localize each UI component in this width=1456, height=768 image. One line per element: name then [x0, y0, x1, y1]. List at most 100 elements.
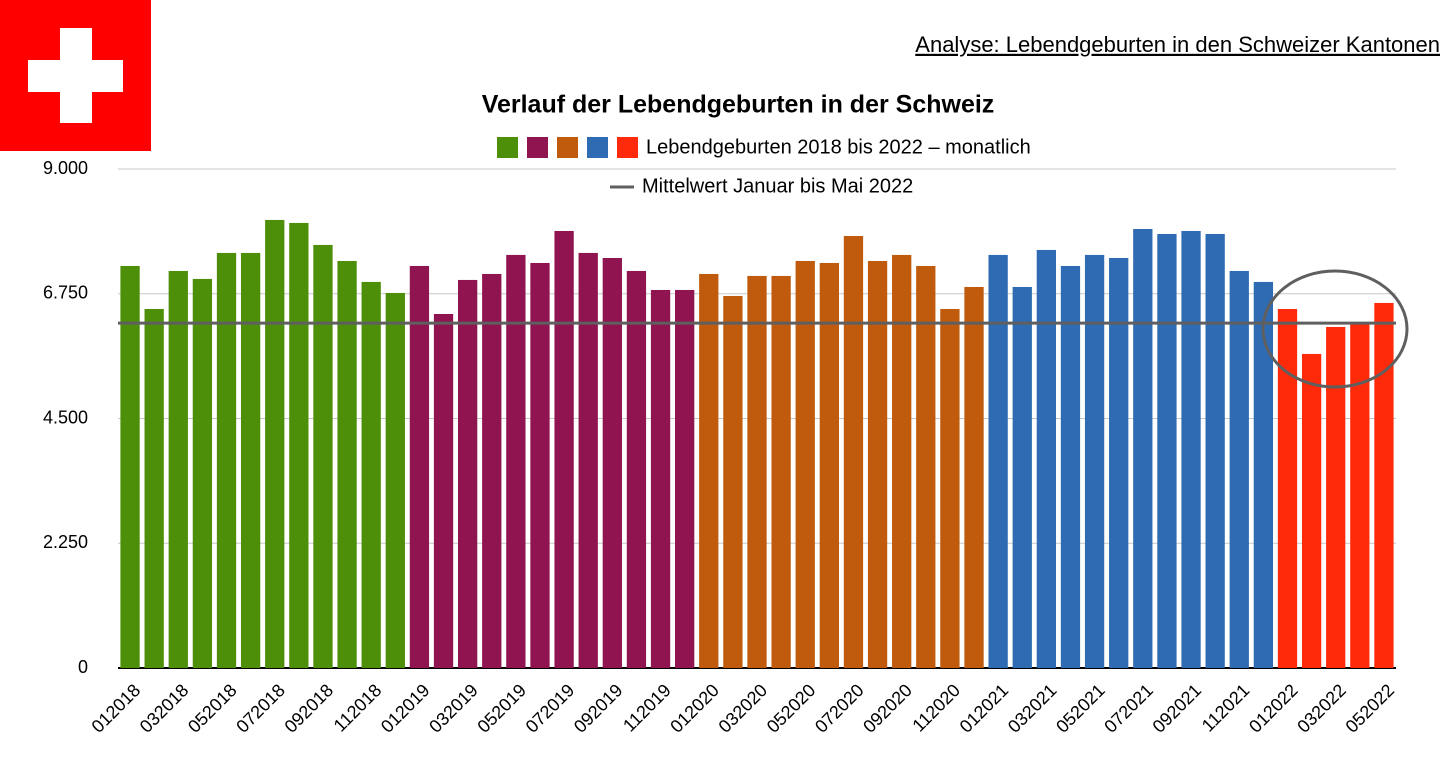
bar — [626, 270, 647, 668]
bar — [1036, 249, 1057, 668]
bar — [1084, 254, 1105, 668]
bar — [192, 278, 213, 668]
x-tick-label: 072021 — [1100, 680, 1157, 737]
x-tick-label: 112021 — [1198, 680, 1254, 736]
bar — [506, 254, 526, 668]
x-tick-label: 032019 — [425, 680, 482, 737]
bar — [1181, 230, 1201, 669]
x-tick-label: 052020 — [763, 680, 820, 737]
bar — [1253, 281, 1274, 668]
bar — [120, 265, 140, 668]
bar — [964, 286, 984, 668]
x-tick-label: 112020 — [908, 680, 964, 736]
x-tick-label: 112019 — [619, 680, 675, 736]
x-tick-label: 032021 — [1004, 680, 1061, 737]
bar — [361, 281, 381, 668]
x-axis: 0120180320180520180720180920181120180120… — [88, 680, 1399, 737]
bar — [1301, 353, 1322, 668]
x-tick-label: 072018 — [232, 680, 289, 737]
bar — [771, 275, 791, 668]
bar — [916, 265, 936, 668]
x-tick-label: 112018 — [330, 680, 386, 736]
header: Analyse: Lebendgeburten in den Schweizer… — [915, 32, 1440, 57]
x-tick-label: 012020 — [666, 680, 723, 737]
bar — [1205, 233, 1225, 668]
x-tick-label: 072019 — [522, 680, 579, 737]
bar — [723, 295, 743, 668]
x-tick-label: 012021 — [956, 680, 1013, 737]
y-tick-label: 9.000 — [43, 158, 88, 178]
legend-swatch — [527, 137, 548, 158]
bar — [240, 252, 261, 669]
x-tick-label: 012022 — [1245, 680, 1302, 737]
x-tick-label: 032018 — [136, 680, 193, 737]
bar — [602, 257, 622, 668]
legend-label: Mittelwert Januar bis Mai 2022 — [642, 175, 913, 197]
x-tick-label: 012018 — [88, 680, 145, 737]
bar — [675, 289, 695, 668]
bar — [1012, 286, 1032, 668]
x-tick-label: 092020 — [859, 680, 916, 737]
x-tick-label: 032020 — [715, 680, 772, 737]
bar — [1374, 302, 1394, 668]
bar — [482, 273, 502, 668]
bar — [457, 279, 478, 668]
bar — [554, 230, 574, 669]
bar — [892, 254, 912, 668]
chart-title: Verlauf der Lebendgeburten in der Schwei… — [482, 91, 995, 119]
bar — [940, 308, 960, 668]
bar — [337, 260, 357, 668]
bar — [1133, 228, 1153, 668]
x-tick-label: 092019 — [570, 680, 627, 737]
legend-label: Lebendgeburten 2018 bis 2022 – monatlich — [646, 136, 1031, 158]
bar — [819, 262, 839, 668]
bar — [289, 222, 309, 668]
y-tick-label: 2.250 — [43, 532, 88, 552]
bar — [385, 292, 405, 668]
bar — [578, 252, 598, 669]
x-tick-label: 052019 — [473, 680, 530, 737]
bar — [1277, 308, 1298, 668]
bar — [1109, 257, 1129, 668]
bar — [530, 262, 550, 668]
bar — [313, 244, 333, 668]
legend-swatch — [557, 137, 578, 158]
bar — [144, 308, 164, 668]
y-tick-label: 4.500 — [43, 407, 88, 427]
bar — [265, 219, 285, 669]
legend: Lebendgeburten 2018 bis 2022 – monatlich… — [497, 136, 1031, 197]
y-tick-label: 6.750 — [43, 283, 88, 303]
x-tick-label: 032022 — [1293, 680, 1350, 737]
x-tick-label: 092018 — [281, 680, 338, 737]
flag-cross — [28, 60, 123, 92]
x-tick-label: 012019 — [377, 680, 434, 737]
bar — [1157, 233, 1177, 668]
bar — [1326, 326, 1346, 668]
y-tick-label: 0 — [78, 657, 88, 677]
bar — [216, 252, 237, 669]
bar — [650, 289, 671, 668]
bar — [168, 270, 188, 668]
bar — [409, 265, 430, 668]
x-tick-label: 092021 — [1149, 680, 1206, 737]
x-tick-label: 052018 — [184, 680, 241, 737]
bar — [795, 260, 815, 668]
bar — [699, 273, 719, 668]
bar — [1350, 322, 1370, 668]
bar — [747, 275, 767, 668]
bars — [118, 219, 1396, 669]
legend-swatch — [617, 137, 638, 158]
x-tick-label: 052022 — [1342, 680, 1399, 737]
highlight-circle — [1261, 269, 1409, 389]
x-tick-label: 052021 — [1052, 680, 1109, 737]
bar — [843, 235, 864, 669]
legend-swatch — [497, 137, 518, 158]
x-tick-label: 072020 — [811, 680, 868, 737]
bar — [1229, 270, 1249, 668]
bar — [988, 254, 1008, 668]
bar — [433, 313, 454, 668]
bar — [867, 260, 888, 668]
bar — [1060, 265, 1081, 668]
legend-swatch — [587, 137, 608, 158]
